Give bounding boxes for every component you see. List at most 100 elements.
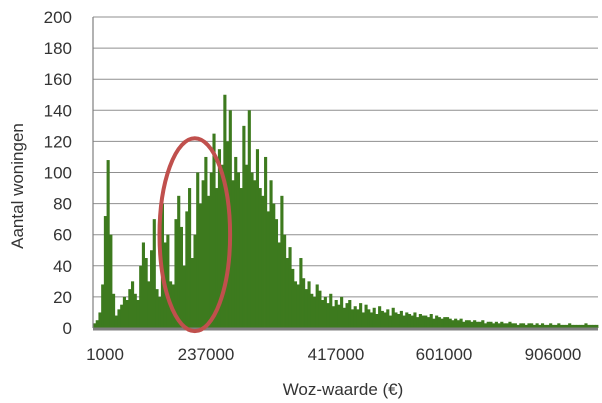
histogram-bar <box>177 195 181 328</box>
histogram-bar <box>440 318 444 328</box>
histogram-bar <box>212 133 216 329</box>
histogram-bar <box>201 180 205 328</box>
histogram-bar <box>171 284 175 328</box>
histogram-bar <box>217 149 222 328</box>
histogram-bar <box>261 195 265 328</box>
histogram-bar <box>139 265 143 328</box>
histogram-bar <box>418 314 422 328</box>
histogram-bar <box>391 307 395 328</box>
histogram-bar <box>394 312 398 328</box>
histogram-bar <box>359 303 363 328</box>
histogram-bar <box>285 258 289 328</box>
histogram-bar <box>473 320 477 328</box>
histogram-bar <box>361 312 365 328</box>
histogram-bar <box>557 323 561 328</box>
histogram-bar <box>402 315 406 328</box>
y-tick-label: 160 <box>44 70 72 89</box>
histogram-bar <box>429 314 433 328</box>
histogram-bar <box>220 164 224 328</box>
histogram-bar <box>291 268 295 328</box>
histogram-bar <box>421 315 425 328</box>
histogram-bar <box>283 234 287 328</box>
histogram-bar <box>554 324 558 328</box>
histogram-bar <box>299 258 303 328</box>
histogram-bar <box>323 296 327 328</box>
histogram-bar <box>204 156 208 328</box>
histogram-bar <box>367 309 371 328</box>
histogram-bar <box>250 172 254 328</box>
histogram-bar <box>133 293 137 328</box>
histogram-bar <box>93 323 97 328</box>
histogram-bar <box>502 323 507 328</box>
histogram-bar <box>112 293 116 328</box>
histogram-bar <box>508 321 512 328</box>
histogram-bar <box>462 321 466 328</box>
histogram-bar <box>198 203 203 328</box>
histogram-bar <box>513 323 517 328</box>
histogram-bar <box>486 321 490 328</box>
histogram-bar <box>445 317 450 328</box>
histogram-bar <box>532 324 536 328</box>
histogram-bar <box>364 304 368 328</box>
histogram-bar <box>95 320 99 328</box>
histogram-bar <box>345 303 349 328</box>
histogram-bar <box>326 303 330 328</box>
histogram-bar <box>266 211 270 329</box>
histogram-bar <box>562 324 566 328</box>
histogram-bar <box>101 284 105 328</box>
histogram-bar <box>264 156 268 328</box>
histogram-bar <box>584 323 588 328</box>
histogram-bar <box>310 293 314 328</box>
histogram-bar <box>131 281 135 328</box>
histogram-bar <box>587 324 591 328</box>
histogram-bar <box>424 315 428 328</box>
histogram-bar <box>353 306 357 328</box>
histogram-bar <box>383 312 387 328</box>
histogram-bar <box>568 323 572 328</box>
histogram-bar <box>435 315 439 328</box>
histogram-bar <box>114 315 118 328</box>
histogram-bar <box>321 300 325 328</box>
histogram-bar <box>551 324 555 328</box>
y-tick-label: 100 <box>44 164 72 183</box>
histogram-bar <box>483 323 488 328</box>
x-tick-label: 417000 <box>308 345 365 364</box>
histogram-bar <box>247 110 251 328</box>
histogram-bar <box>334 300 338 328</box>
histogram-bar <box>340 296 344 328</box>
histogram-bar <box>329 293 333 328</box>
histogram-bar <box>236 172 241 328</box>
highlight <box>157 136 233 334</box>
histogram-bar <box>144 258 148 328</box>
histogram-bar <box>136 300 140 328</box>
histogram-bar <box>231 180 235 328</box>
histogram-bar <box>109 234 113 328</box>
histogram-bar <box>416 317 420 328</box>
histogram-bar <box>546 324 550 328</box>
histogram-bar <box>166 234 170 328</box>
histogram-bar <box>388 315 393 328</box>
axes <box>92 17 598 331</box>
y-tick-label: 60 <box>53 226 72 245</box>
y-tick-label: 120 <box>44 132 72 151</box>
histogram-bar <box>280 195 284 328</box>
histogram-bar <box>350 309 355 328</box>
histogram-bar <box>530 323 534 328</box>
histogram-bar <box>318 290 322 328</box>
histogram-bar <box>155 289 159 329</box>
histogram-bar <box>372 307 376 328</box>
x-tick-label: 601000 <box>416 345 473 364</box>
histogram-bar <box>576 324 580 328</box>
histogram-bar <box>475 321 479 328</box>
histogram-bar <box>293 281 298 328</box>
x-tick-label: 906000 <box>525 345 582 364</box>
histogram-bar <box>543 324 547 328</box>
histogram-bar <box>342 307 346 328</box>
histogram-bar <box>185 211 189 329</box>
histogram-bar <box>454 318 458 328</box>
histogram-bar <box>188 188 192 328</box>
histogram-bar <box>307 281 311 328</box>
histogram-bar <box>122 296 126 328</box>
histogram-bars <box>93 94 599 329</box>
histogram-bar <box>527 323 531 328</box>
